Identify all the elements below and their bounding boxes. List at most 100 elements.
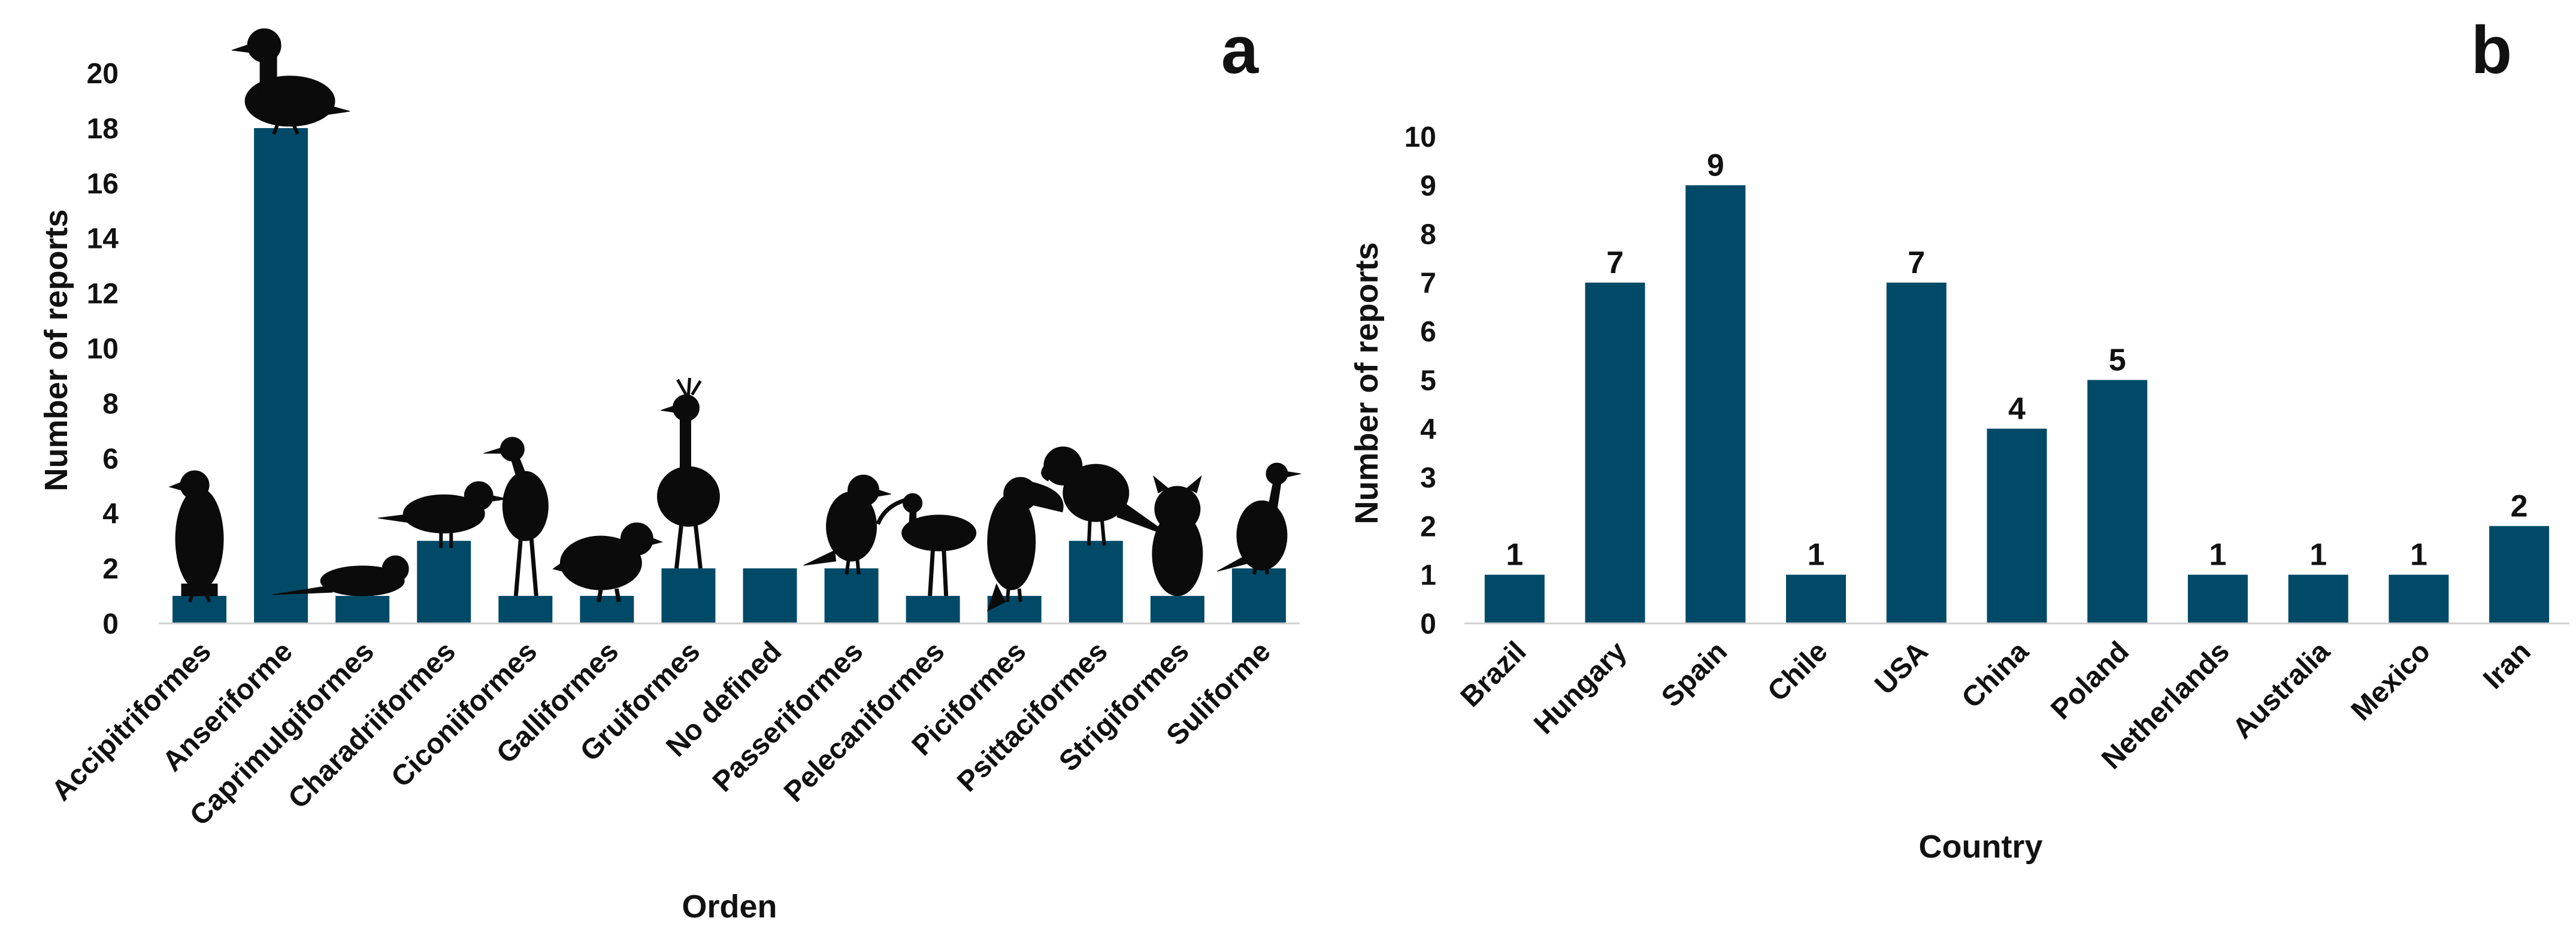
panel-a-bar-psittaciformes — [1068, 541, 1123, 623]
panel-b-y-tick-label: 6 — [1420, 316, 1436, 348]
ibis-icon — [876, 493, 977, 596]
panel-b-data-label: 5 — [2109, 343, 2126, 378]
panel-b-x-tick-label: Hungary — [1528, 635, 1633, 740]
panel-b-label: b — [2471, 13, 2512, 87]
panel-a-y-tick-label: 10 — [87, 334, 119, 365]
panel-a-bars — [172, 128, 1286, 623]
panel-b-bar-spain — [1685, 185, 1746, 623]
panel-b-data-label: 1 — [1506, 538, 1523, 572]
owl-icon — [1152, 475, 1203, 596]
cormorant-icon — [1216, 462, 1301, 575]
panel-a-label: a — [1221, 13, 1259, 87]
panel-a-y-ticks: 0 2 4 6 8 10 12 14 16 18 20 — [87, 58, 119, 640]
panel-a-bar-ciconiiformes — [498, 596, 553, 623]
panel-a-y-tick-label: 16 — [87, 168, 119, 200]
panel-b-x-tick-label: Chile — [1761, 635, 1833, 707]
panel-b-bar-netherlands — [2187, 574, 2248, 623]
panel-b-y-tick-label: 1 — [1420, 560, 1436, 592]
panel-b-bar-australia — [2288, 574, 2348, 623]
panel-b-x-tick-label: Iran — [2477, 635, 2537, 695]
gull-icon — [378, 481, 508, 549]
panel-b-y-tick-label: 7 — [1420, 268, 1436, 299]
panel-b-bar-usa — [1886, 282, 1947, 623]
panel-a-x-tick-label: Psittaciformes — [951, 635, 1113, 798]
panel-a-x-axis-title: Orden — [682, 889, 777, 925]
duck-icon — [231, 28, 350, 135]
panel-a-bar-no-defined — [743, 568, 797, 623]
panel-b-y-tick-label: 3 — [1420, 462, 1436, 494]
panel-a-bar-anseriforme — [254, 128, 308, 623]
panel-b-y-tick-label: 2 — [1420, 511, 1436, 543]
panel-b-y-axis-title: Number of reports — [1349, 242, 1385, 524]
panel-a-icons — [168, 28, 1301, 612]
panel-a-bar-suliforme — [1231, 568, 1286, 623]
panel-b-data-label: 1 — [2410, 538, 2427, 572]
panel-b-x-tick-label: China — [1956, 635, 2035, 714]
hawk-icon — [168, 470, 224, 602]
panel-a-bar-accipitriformes — [172, 596, 227, 623]
parrot-icon — [1041, 446, 1175, 546]
toucan-icon — [986, 477, 1064, 612]
panel-a-y-tick-label: 12 — [87, 278, 119, 310]
panel-b-y-tick-label: 5 — [1420, 365, 1436, 397]
songbird-icon — [803, 474, 891, 575]
panel-a-x-tick-label: Ciconiiformes — [385, 635, 543, 793]
panel-b-y-tick-label: 0 — [1420, 608, 1436, 640]
panel-b-x-tick-label: Brazil — [1455, 635, 1533, 713]
panel-b-data-label: 2 — [2511, 489, 2528, 523]
panel-a-bar-charadriiformes — [417, 541, 471, 623]
stork-icon — [483, 437, 549, 596]
panel-b-y-tick-label: 4 — [1420, 414, 1436, 446]
panel-b-data-label: 9 — [1707, 148, 1724, 183]
panel-a-y-tick-label: 18 — [87, 113, 119, 145]
panel-a-bar-galliformes — [580, 596, 634, 623]
panel-b-y-tick-label: 8 — [1420, 219, 1436, 251]
panel-b-bar-brazil — [1484, 574, 1545, 623]
panel-a-y-tick-label: 20 — [87, 58, 119, 90]
panel-b-bars — [1484, 185, 2550, 623]
panel-b-y-tick-label: 10 — [1404, 122, 1436, 153]
panel-a-y-tick-label: 14 — [87, 223, 119, 255]
panel-b-data-label: 1 — [2309, 538, 2327, 572]
panel-b-chart: b Number of reports Country 012345678910… — [1349, 13, 2569, 865]
panel-a-bar-strigiformes — [1150, 596, 1204, 623]
nightjar-icon — [273, 555, 409, 596]
panel-a-x-tick-label: Passeriformes — [707, 635, 869, 798]
panel-b-bar-hungary — [1585, 282, 1645, 623]
panel-b-bar-poland — [2087, 380, 2148, 623]
panel-a-y-axis-title: Number of reports — [38, 209, 74, 491]
quail-icon — [552, 522, 664, 602]
panel-b-bar-china — [1987, 428, 2047, 623]
panel-a-y-tick-label: 4 — [102, 498, 119, 530]
panel-a-chart: a Number of reports Orden 0 2 4 6 8 10 12 14 16 1… — [38, 13, 1301, 925]
panel-b-bar-iran — [2489, 526, 2550, 623]
panel-b-data-label: 7 — [1908, 246, 1925, 280]
panel-b-bar-chile — [1786, 574, 1847, 623]
panel-a-bar-gruiformes — [661, 568, 716, 623]
panel-b-data-label: 4 — [2008, 392, 2026, 426]
panel-a-bar-pelecaniformes — [906, 596, 960, 623]
panel-b-x-tick-label: Spain — [1655, 635, 1733, 713]
panel-a-bar-caprimulgiformes — [335, 596, 390, 623]
panel-a-y-tick-label: 8 — [102, 388, 119, 420]
panel-b-y-ticks: 0 1 2 3 4 5 6 7 8 9 10 — [1404, 122, 1437, 640]
panel-b-bar-mexico — [2389, 574, 2449, 623]
panel-b-x-tick-label: Poland — [2045, 635, 2135, 726]
panel-b-data-label: 1 — [2209, 538, 2226, 572]
panel-b-y-tick-label: 9 — [1420, 170, 1436, 202]
panel-b-x-tick-label: Australia — [2227, 635, 2336, 745]
panel-b-x-tick-label: Mexico — [2345, 635, 2437, 727]
panel-b-data-label: 1 — [1808, 538, 1825, 572]
panel-b-x-tick-label: USA — [1869, 635, 1934, 701]
panel-a-y-tick-label: 2 — [102, 553, 119, 585]
crane-icon — [656, 377, 720, 569]
panel-a-y-tick-label: 0 — [102, 608, 119, 640]
panel-b-data-label: 7 — [1606, 246, 1624, 280]
panel-a-y-tick-label: 6 — [102, 443, 119, 475]
panel-a-bar-passeriformes — [824, 568, 879, 623]
panel-a-x-ticks: AccipitriformesAnseriformeCaprimulgiform… — [46, 635, 1276, 832]
panel-b-x-axis-title: Country — [1919, 829, 2043, 865]
